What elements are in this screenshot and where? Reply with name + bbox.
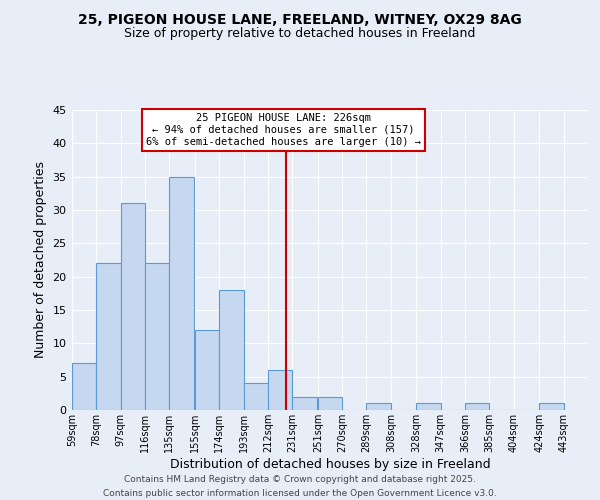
Bar [97, 264, 121, 410]
Bar [169, 176, 194, 410]
Bar [367, 404, 391, 410]
Text: 25 PIGEON HOUSE LANE: 226sqm
← 94% of detached houses are smaller (157)
6% of se: 25 PIGEON HOUSE LANE: 226sqm ← 94% of de… [146, 114, 421, 146]
Bar [219, 290, 244, 410]
Bar [318, 396, 342, 410]
Bar [244, 384, 268, 410]
Bar [145, 264, 169, 410]
Bar [465, 404, 490, 410]
Bar [195, 330, 219, 410]
Y-axis label: Number of detached properties: Number of detached properties [34, 162, 47, 358]
Text: Contains HM Land Registry data © Crown copyright and database right 2025.
Contai: Contains HM Land Registry data © Crown c… [103, 476, 497, 498]
Text: Size of property relative to detached houses in Freeland: Size of property relative to detached ho… [124, 28, 476, 40]
X-axis label: Distribution of detached houses by size in Freeland: Distribution of detached houses by size … [170, 458, 490, 470]
Bar [268, 370, 292, 410]
Bar [121, 204, 145, 410]
Bar [72, 364, 97, 410]
Bar [416, 404, 441, 410]
Text: 25, PIGEON HOUSE LANE, FREELAND, WITNEY, OX29 8AG: 25, PIGEON HOUSE LANE, FREELAND, WITNEY,… [78, 12, 522, 26]
Bar [292, 396, 317, 410]
Bar [539, 404, 563, 410]
